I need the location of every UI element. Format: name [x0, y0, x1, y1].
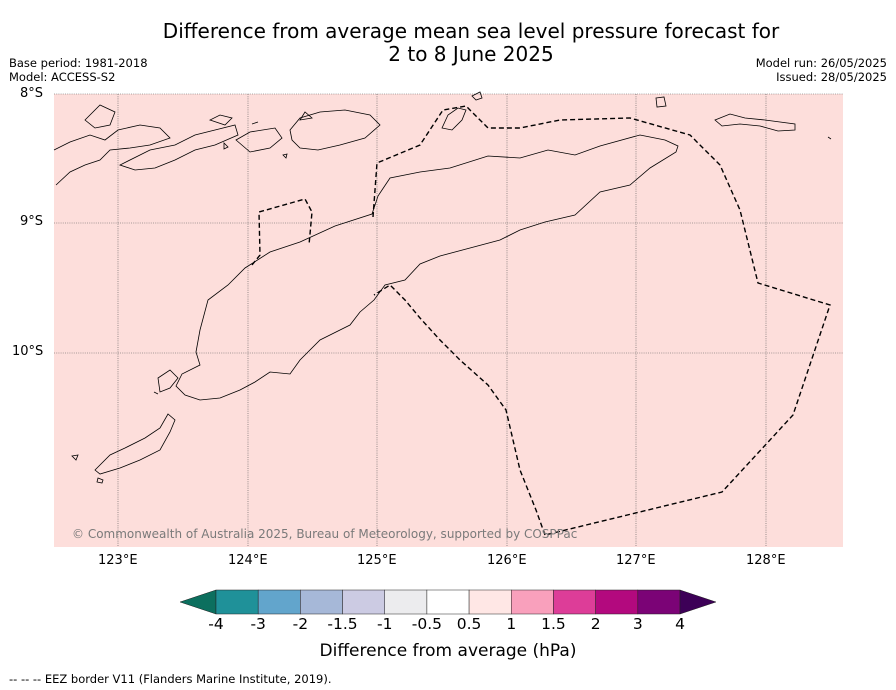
- lon-label-126e: 126°E: [487, 553, 527, 568]
- lat-label-10s: 10°S: [12, 344, 44, 359]
- colorbar-segment: [384, 589, 428, 615]
- colorbar-tick-label: -4: [208, 615, 224, 633]
- colorbar-segment: [257, 589, 301, 615]
- colorbar-segment: [342, 589, 385, 615]
- lon-label-123e: 123°E: [98, 553, 138, 568]
- colorbar-tick-label: -3: [250, 615, 266, 633]
- model-run: Model run: 26/05/2025: [755, 56, 887, 70]
- lon-label-124e: 124°E: [228, 553, 268, 568]
- colorbar-segment: [553, 589, 596, 615]
- map-area: [54, 94, 843, 547]
- lon-label-125e: 125°E: [357, 553, 397, 568]
- colorbar-segment: [426, 589, 470, 615]
- colorbar-tick-label: 0.5: [456, 615, 482, 633]
- meta-left: Base period: 1981-2018 Model: ACCESS-S2: [9, 56, 148, 84]
- colorbar-tick-label: -0.5: [411, 615, 443, 633]
- colorbar: [179, 589, 717, 615]
- lat-label-9s: 9°S: [20, 214, 44, 229]
- colorbar-tick-label: 1.5: [541, 615, 566, 633]
- issued-date: Issued: 28/05/2025: [776, 70, 887, 84]
- colorbar-segment: [511, 589, 554, 615]
- eez-border: [251, 105, 831, 536]
- colorbar-tick-label: 4: [675, 615, 685, 633]
- colorbar-extend-high: [679, 589, 717, 615]
- colorbar-tick-label: 3: [632, 615, 643, 633]
- colorbar-segment: [595, 589, 639, 615]
- colorbar-tick-label: 2: [590, 615, 601, 633]
- colorbar-segment: [468, 589, 512, 615]
- gridlines: [54, 93, 843, 547]
- colorbar-tick-label: -1.5: [327, 615, 358, 633]
- map-title: Difference from average mean sea level p…: [0, 20, 896, 66]
- title-line-1: Difference from average mean sea level p…: [162, 19, 780, 43]
- meta-right: Model run: 26/05/2025 Issued: 28/05/2025: [756, 56, 887, 84]
- model-name: Model: ACCESS-S2: [9, 70, 116, 84]
- lat-label-8s: 8°S: [20, 86, 44, 101]
- lon-label-127e: 127°E: [616, 553, 656, 568]
- footer-eez-note: -- -- -- EEZ border V11 (Flanders Marine…: [9, 672, 332, 686]
- colorbar-tick-label: -2: [292, 615, 309, 633]
- colorbar-segment: [637, 589, 681, 615]
- lon-label-128e: 128°E: [746, 553, 786, 568]
- colorbar-extend-low: [179, 589, 217, 615]
- colorbar-segment: [215, 589, 259, 615]
- coastlines: [53, 91, 832, 484]
- colorbar-segment: [300, 589, 343, 615]
- colorbar-tick-label: 1: [506, 615, 517, 633]
- base-period: Base period: 1981-2018: [9, 56, 148, 70]
- colorbar-tick-label: -1: [376, 615, 393, 633]
- colorbar-title: Difference from average (hPa): [319, 641, 577, 661]
- title-line-2: 2 to 8 June 2025: [388, 42, 554, 66]
- copyright-notice: © Commonwealth of Australia 2025, Bureau…: [72, 527, 578, 541]
